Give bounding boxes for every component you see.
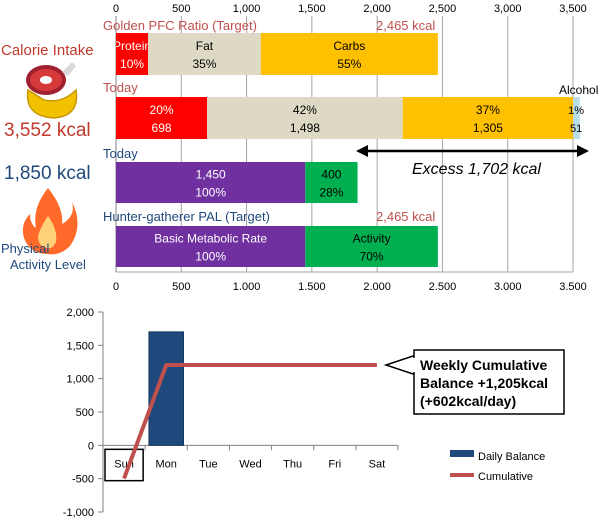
top-x-tick-label-bottom: 0 [113, 281, 119, 290]
top-chart: 0 0 500 500 1,000 1,000 1,500 1,500 2,000 2,000 2,… [103, 3, 598, 290]
bar-segment-label: 10% [120, 57, 144, 71]
y-tick-label: -500 [72, 474, 94, 486]
bar-segment-label: 1,305 [473, 121, 503, 135]
bar-segment-label: 70% [360, 250, 384, 264]
y-tick-label: 500 [76, 407, 94, 419]
bar-segment-label: 1,450 [196, 168, 226, 182]
top-x-tick-label-bottom: 1,500 [298, 281, 326, 290]
hunter-title: Hunter-gatherer PAL (Target) [103, 209, 270, 224]
top-x-tick-label-bottom: 500 [172, 281, 190, 290]
bar-segment-label: 28% [319, 186, 343, 200]
y-tick-label: 1,000 [66, 374, 94, 386]
legend-bar-swatch [450, 450, 474, 457]
hunter-target-kcal: 2,465 kcal [376, 209, 435, 224]
top-x-tick-label-bottom: 1,000 [233, 281, 261, 290]
today-intake-title: Today [103, 80, 138, 95]
x-tick-label: Sat [369, 458, 386, 470]
bar-segment-protein [116, 97, 208, 139]
legend-bar-label: Daily Balance [478, 451, 545, 463]
bar-segment-label: 100% [195, 250, 226, 264]
physical-label: Physical [1, 241, 50, 256]
daily-balance-bar [148, 331, 184, 446]
calorie-intake-label: Calorie Intake [1, 42, 94, 59]
alcohol-label: Alcohol [559, 83, 598, 97]
bar-segment-label: 51 [570, 123, 582, 135]
top-x-tick-label: 500 [172, 3, 190, 15]
bar-segment-basic-metabolic-rate [116, 162, 306, 203]
bar-segment-label: Carbs [333, 39, 365, 53]
bar-segment-activity [305, 226, 438, 267]
bar-segment-label: Protein [113, 39, 151, 53]
top-x-tick-label-bottom: 3,500 [559, 281, 587, 290]
bar-segment-label: 698 [152, 121, 172, 135]
today-activity-title: Today [103, 146, 138, 161]
bar-segment-label: 42% [293, 103, 317, 117]
x-tick-label: Mon [156, 458, 177, 470]
top-x-tick-label: 2,500 [429, 3, 457, 15]
x-tick-label: Thu [283, 458, 302, 470]
bar-segment-fat [148, 33, 261, 75]
callout-line-3: (+602kcal/day) [420, 393, 516, 409]
sun-highlight-box [104, 448, 144, 482]
bar-segment-label: 100% [195, 186, 226, 200]
top-x-tick-label: 3,500 [559, 3, 587, 15]
excess-arrow [356, 145, 589, 157]
bar-segment-label: 20% [150, 103, 174, 117]
top-x-tick-label: 2,000 [363, 3, 391, 15]
x-tick-label: Tue [199, 458, 218, 470]
bar-segment-label: 400 [321, 168, 341, 182]
top-x-tick-label-bottom: 2,500 [429, 281, 457, 290]
bar-segment-label: Basic Metabolic Rate [154, 232, 267, 246]
pfc-target-kcal: 2,465 kcal [376, 18, 435, 33]
protein-label-group: Protein [113, 39, 151, 53]
bar-segment-label: 1,498 [290, 121, 320, 135]
bar-segment-label: 1% [568, 105, 584, 117]
bar-segment-label: Fat [196, 39, 214, 53]
top-x-tick-label: 1,500 [298, 3, 326, 15]
flame-icon [22, 188, 78, 255]
bar-segment-fat [207, 97, 403, 139]
bar-segment-carbs [402, 97, 574, 139]
intake-kcal-value: 3,552 kcal [4, 120, 91, 141]
callout-line-1: Weekly Cumulative [420, 357, 548, 373]
y-tick-label: -1,000 [63, 507, 94, 519]
bar-segment-protein [116, 33, 149, 75]
top-x-tick-label: 0 [113, 3, 119, 15]
bar-segment-carbs [260, 33, 438, 75]
y-tick-label: 1,500 [66, 340, 94, 352]
activity-kcal-value: 1,850 kcal [4, 163, 91, 184]
y-tick-label: 2,000 [66, 307, 94, 319]
x-tick-label: Fri [328, 458, 341, 470]
food-icon [26, 62, 78, 119]
top-x-tick-label-bottom: 2,000 [363, 281, 391, 290]
top-x-tick-label: 1,000 [233, 3, 261, 15]
weekly-callout [383, 349, 565, 415]
y-tick-label: 0 [88, 440, 94, 452]
bar-segment-basic-metabolic-rate [116, 226, 306, 267]
callout-line-2: Balance +1,205kcal [420, 375, 548, 391]
top-x-tick-label-bottom: 3,000 [494, 281, 522, 290]
bar-segment-label: 55% [337, 57, 361, 71]
pfc-title: Golden PFC Ratio (Target) [103, 18, 257, 33]
excess-label: Excess 1,702 kcal [412, 161, 541, 178]
bar-segment-alcohol [573, 97, 580, 139]
bar-segment-activity [305, 162, 358, 203]
bar-segment-label: 35% [192, 57, 216, 71]
top-x-tick-label: 3,000 [494, 3, 522, 15]
bar-segment-label: Activity [353, 232, 391, 246]
activity-level-label: Activity Level [10, 257, 86, 272]
x-tick-label: Wed [239, 458, 261, 470]
bar-segment-label: 37% [476, 103, 500, 117]
legend-line-label: Cumulative [478, 471, 533, 483]
